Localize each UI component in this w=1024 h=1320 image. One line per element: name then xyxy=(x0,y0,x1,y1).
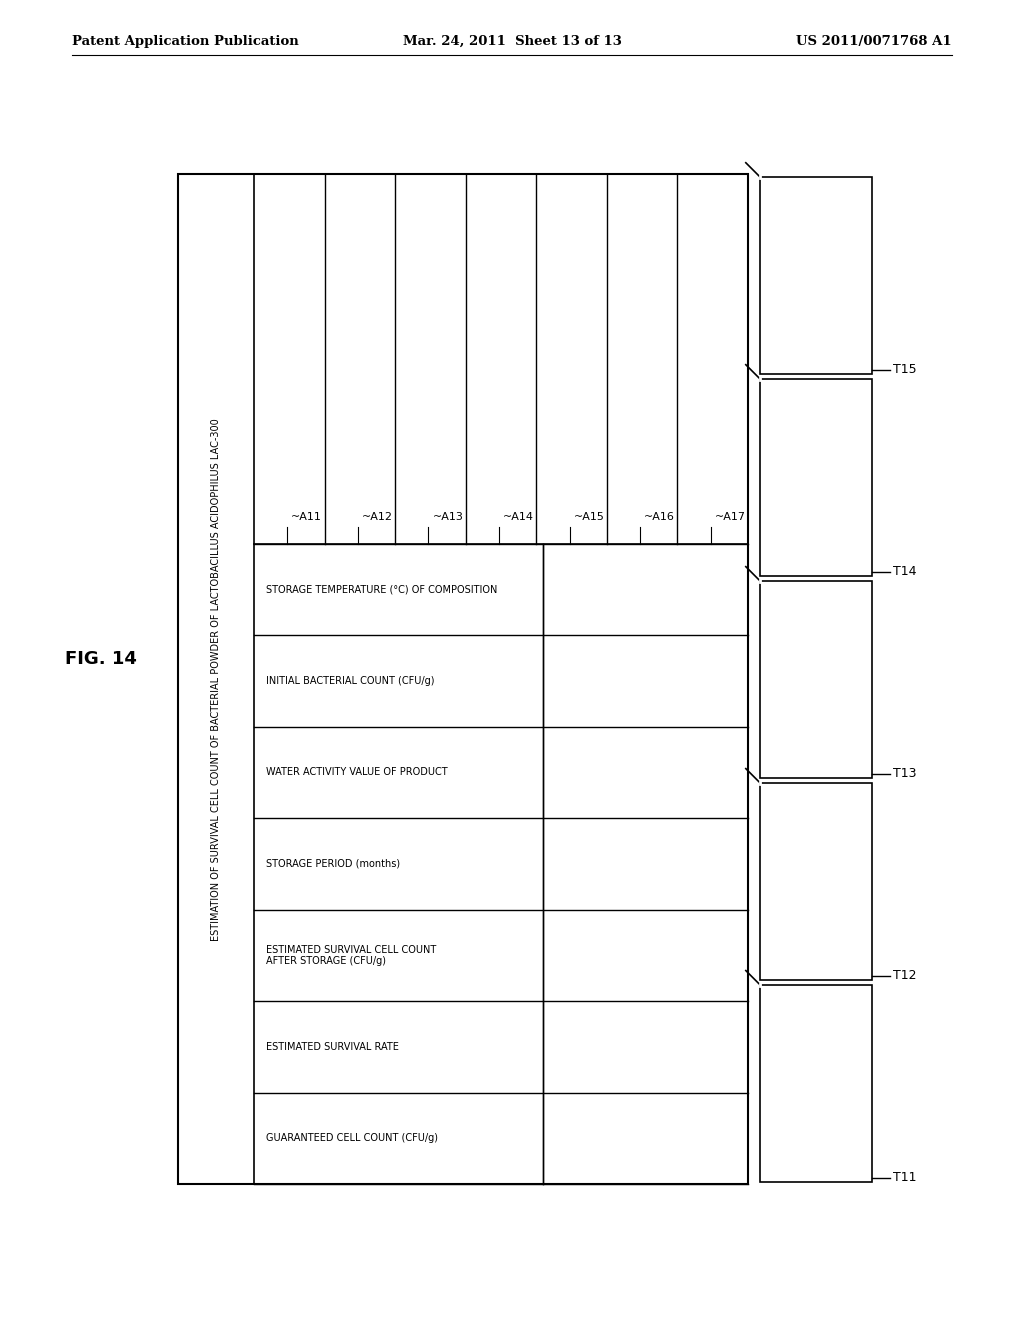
Text: WATER ACTIVITY VALUE OF PRODUCT: WATER ACTIVITY VALUE OF PRODUCT xyxy=(266,767,447,777)
Text: T14: T14 xyxy=(893,565,916,578)
Text: ~A14: ~A14 xyxy=(503,512,534,521)
Text: ESTIMATED SURVIVAL RATE: ESTIMATED SURVIVAL RATE xyxy=(266,1041,398,1052)
Text: ~A15: ~A15 xyxy=(573,512,604,521)
Text: STORAGE TEMPERATURE (°C) OF COMPOSITION: STORAGE TEMPERATURE (°C) OF COMPOSITION xyxy=(266,585,498,594)
Text: Mar. 24, 2011  Sheet 13 of 13: Mar. 24, 2011 Sheet 13 of 13 xyxy=(402,36,622,48)
Text: WATER ACTIVITY
VALUE SETTING
(LACTOBACILLUS
ACIDOPHILUS
LAC-300): WATER ACTIVITY VALUE SETTING (LACTOBACIL… xyxy=(791,238,841,313)
Text: STORAGE
TEMPERATURE SETTING
(LACTOBACILLUS
ACIDOPHILUS
LAC-300): STORAGE TEMPERATURE SETTING (LACTOBACILL… xyxy=(791,424,841,531)
Text: STORAGE
PERIOD SETTING
(LACTOBACILLUS
ACIDOPHILUS
LAC-300): STORAGE PERIOD SETTING (LACTOBACILLUS AC… xyxy=(791,843,841,919)
Text: INITIAL BACTERIAL COUNT (CFU/g): INITIAL BACTERIAL COUNT (CFU/g) xyxy=(266,676,434,686)
Bar xyxy=(178,174,748,1184)
Text: INITIAL BACTERIAL
COUNT SETTING
(LACTOBACILLUS
ACIDOPHILUS
LAC-300): INITIAL BACTERIAL COUNT SETTING (LACTOBA… xyxy=(791,638,841,721)
Text: T12: T12 xyxy=(893,969,916,982)
Text: Patent Application Publication: Patent Application Publication xyxy=(72,36,299,48)
Text: ~A13: ~A13 xyxy=(432,512,463,521)
Bar xyxy=(760,985,871,1181)
Text: SURVIVAL CELL
COUNT ESTIMATION
(LACTOBACILLUS
ACIDOPHILUS
LAC-300): SURVIVAL CELL COUNT ESTIMATION (LACTOBAC… xyxy=(791,1039,841,1127)
Text: T11: T11 xyxy=(893,1171,916,1184)
Text: ESTIMATED SURVIVAL CELL COUNT
AFTER STORAGE (CFU/g): ESTIMATED SURVIVAL CELL COUNT AFTER STOR… xyxy=(266,945,436,966)
Text: ESTIMATION OF SURVIVAL CELL COUNT OF BACTERIAL POWDER OF LACTOBACILLUS ACIDOPHIL: ESTIMATION OF SURVIVAL CELL COUNT OF BAC… xyxy=(211,417,221,941)
Bar xyxy=(760,177,871,374)
Text: ~A11: ~A11 xyxy=(291,512,323,521)
Text: STORAGE PERIOD (months): STORAGE PERIOD (months) xyxy=(266,859,400,869)
Text: T13: T13 xyxy=(893,767,916,780)
Text: ~A17: ~A17 xyxy=(715,512,745,521)
Bar xyxy=(760,581,871,777)
Text: GUARANTEED CELL COUNT (CFU/g): GUARANTEED CELL COUNT (CFU/g) xyxy=(266,1134,438,1143)
Text: ~A12: ~A12 xyxy=(361,512,393,521)
Text: FIG. 14: FIG. 14 xyxy=(65,651,137,668)
Bar xyxy=(760,379,871,576)
Text: US 2011/0071768 A1: US 2011/0071768 A1 xyxy=(797,36,952,48)
Text: T15: T15 xyxy=(893,363,916,376)
Text: ~A16: ~A16 xyxy=(644,512,675,521)
Bar xyxy=(760,783,871,979)
